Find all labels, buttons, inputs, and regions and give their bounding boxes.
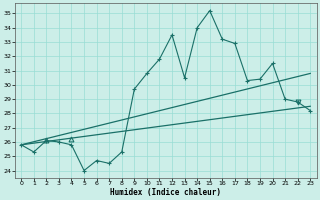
X-axis label: Humidex (Indice chaleur): Humidex (Indice chaleur) [110,188,221,197]
